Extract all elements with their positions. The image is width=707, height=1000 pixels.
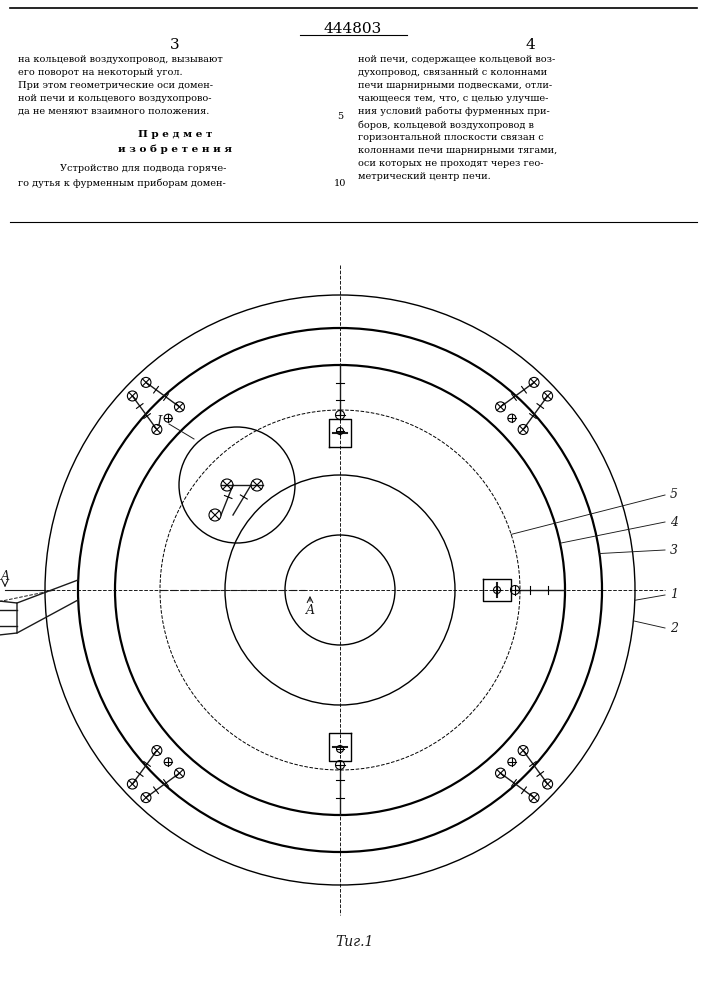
Text: 10: 10	[334, 179, 346, 188]
Text: и з о б р е т е н и я: и з о б р е т е н и я	[118, 145, 232, 154]
Text: I: I	[156, 415, 162, 429]
Text: его поворот на некоторый угол.: его поворот на некоторый угол.	[18, 68, 182, 77]
Text: П р е д м е т: П р е д м е т	[138, 130, 212, 139]
Text: A: A	[305, 603, 315, 616]
Text: ной печи и кольцевого воздухопрово-: ной печи и кольцевого воздухопрово-	[18, 94, 211, 103]
Text: да не меняют взаимного положения.: да не меняют взаимного положения.	[18, 107, 209, 116]
Text: Τиг.1: Τиг.1	[336, 935, 374, 949]
Text: 3: 3	[170, 38, 180, 52]
Text: 2: 2	[670, 621, 678, 635]
Text: ной печи, содержащее кольцевой воз-: ной печи, содержащее кольцевой воз-	[358, 55, 555, 64]
Text: печи шарнирными подвесками, отли-: печи шарнирными подвесками, отли-	[358, 81, 552, 90]
Text: A: A	[1, 570, 9, 582]
Text: ния условий работы фурменных при-: ния условий работы фурменных при-	[358, 107, 550, 116]
Text: 3: 3	[670, 544, 678, 556]
Text: чающееся тем, что, с целью улучше-: чающееся тем, что, с целью улучше-	[358, 94, 549, 103]
Text: боров, кольцевой воздухопровод в: боров, кольцевой воздухопровод в	[358, 120, 534, 129]
Text: горизонтальной плоскости связан с: горизонтальной плоскости связан с	[358, 133, 544, 142]
Text: 444803: 444803	[324, 22, 382, 36]
Text: 4: 4	[670, 516, 678, 528]
Text: 1: 1	[670, 588, 678, 601]
Text: метрический центр печи.: метрический центр печи.	[358, 172, 491, 181]
Text: При этом геометрические оси домен-: При этом геометрические оси домен-	[18, 81, 213, 90]
Text: 4: 4	[525, 38, 535, 52]
Text: оси которых не проходят через гео-: оси которых не проходят через гео-	[358, 159, 544, 168]
Text: на кольцевой воздухопровод, вызывают: на кольцевой воздухопровод, вызывают	[18, 55, 223, 64]
Text: 5: 5	[337, 112, 343, 121]
Text: го дутья к фурменным приборам домен-: го дутья к фурменным приборам домен-	[18, 179, 226, 188]
Text: 5: 5	[670, 488, 678, 502]
Text: Устройство для подвода горяче-: Устройство для подвода горяче-	[60, 164, 226, 173]
Text: духопровод, связанный с колоннами: духопровод, связанный с колоннами	[358, 68, 547, 77]
Text: колоннами печи шарнирными тягами,: колоннами печи шарнирными тягами,	[358, 146, 557, 155]
